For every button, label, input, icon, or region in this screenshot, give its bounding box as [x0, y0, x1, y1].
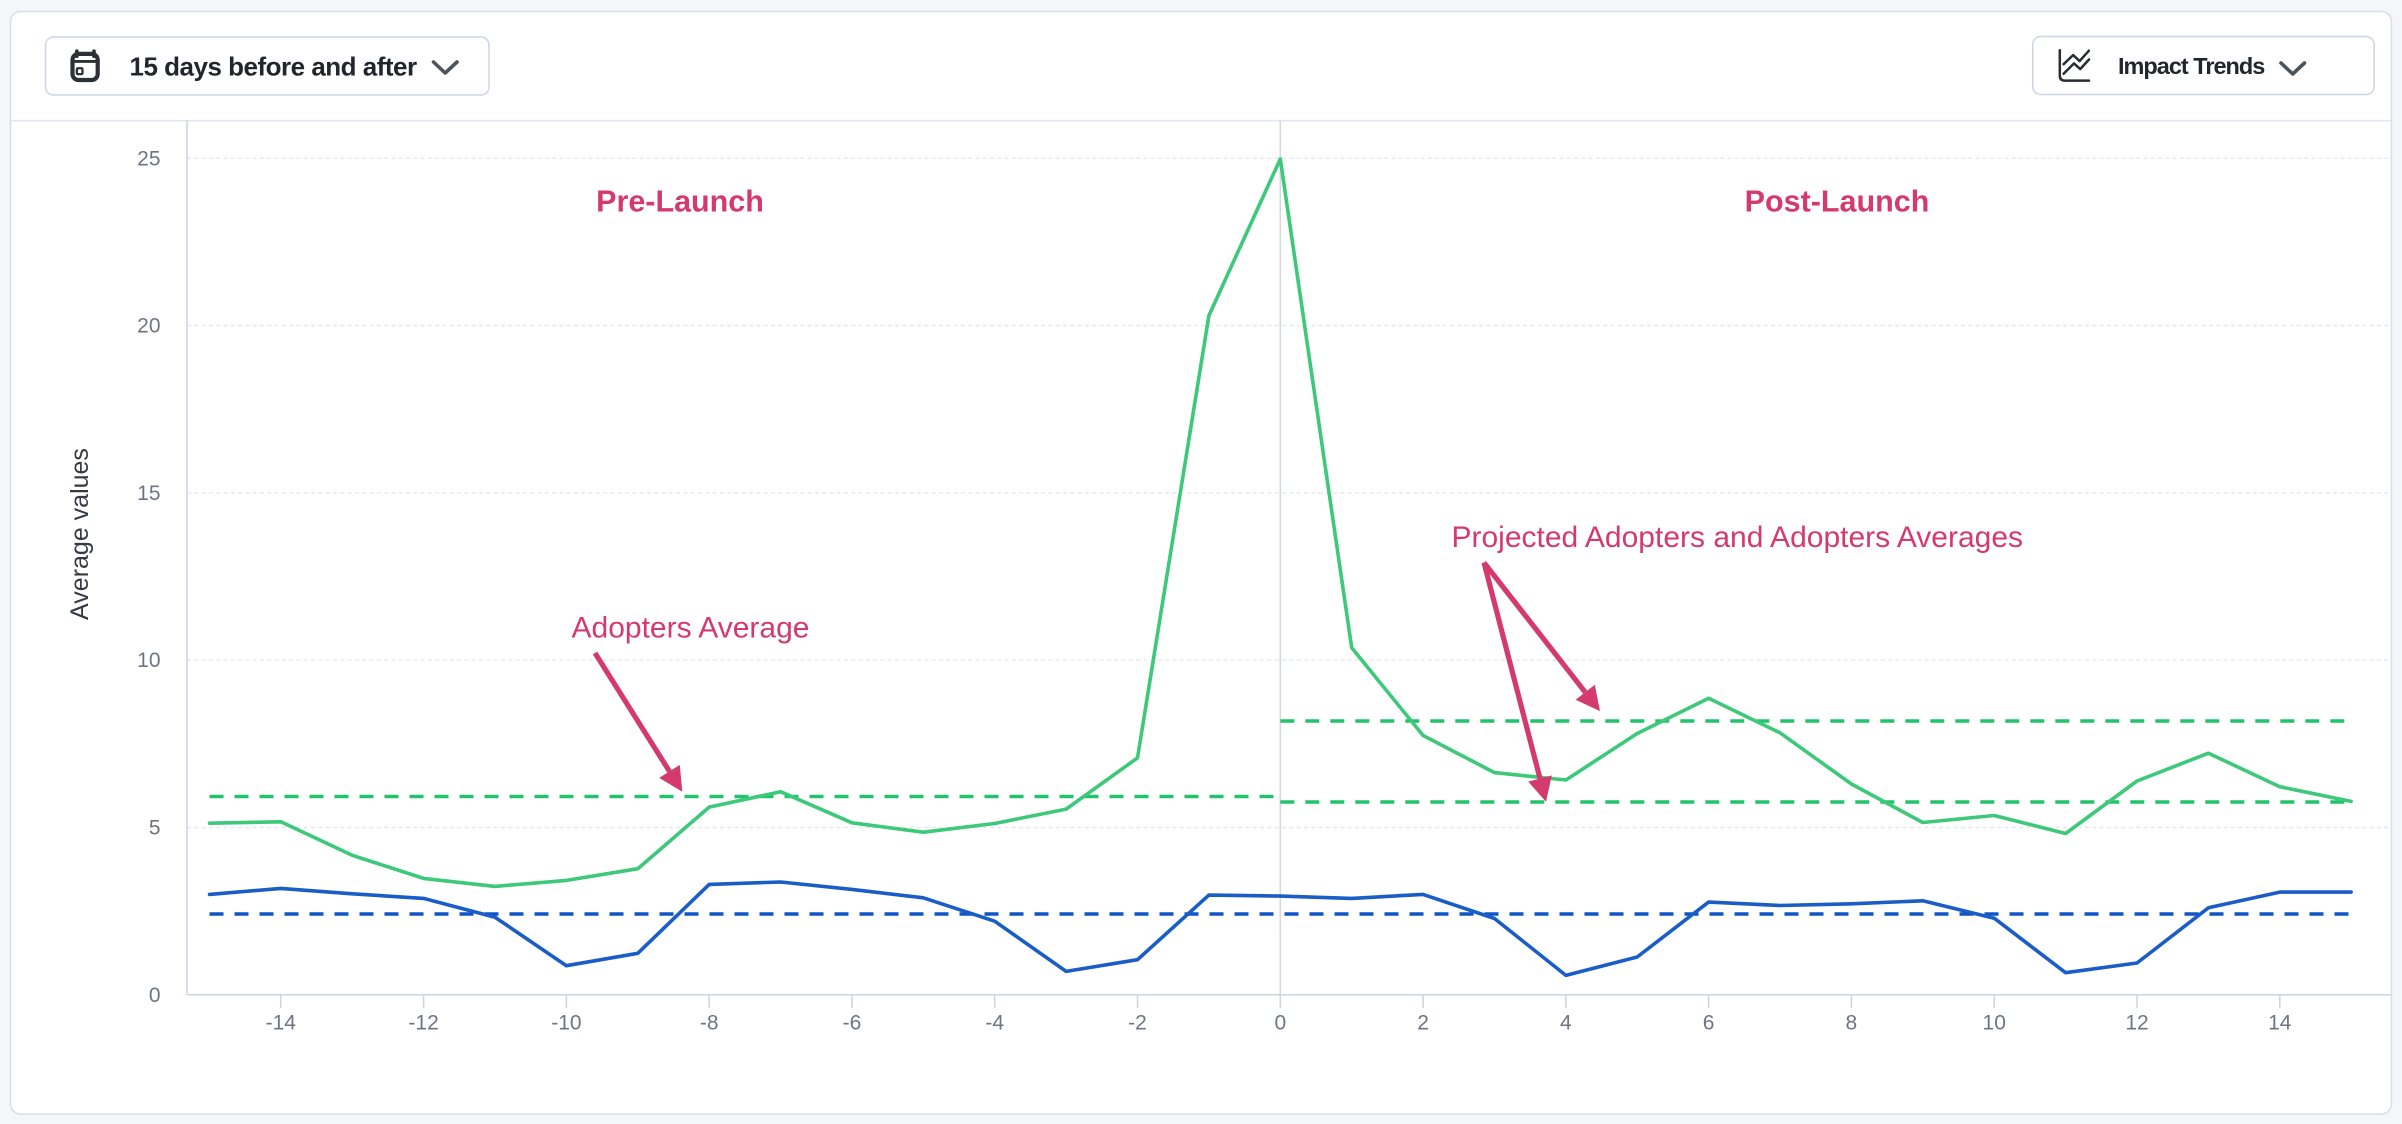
- svg-text:4: 4: [1560, 1012, 1572, 1035]
- svg-text:-10: -10: [551, 1012, 581, 1035]
- svg-text:5: 5: [149, 817, 161, 840]
- svg-text:-4: -4: [985, 1012, 1004, 1035]
- svg-text:10: 10: [1983, 1012, 2006, 1035]
- svg-text:2: 2: [1417, 1012, 1429, 1035]
- svg-text:Post-Launch: Post-Launch: [1745, 185, 1930, 219]
- svg-text:8: 8: [1846, 1012, 1858, 1035]
- svg-text:Average values: Average values: [66, 448, 94, 620]
- svg-text:Projected Adopters and Adopter: Projected Adopters and Adopters Averages: [1452, 521, 2024, 554]
- svg-text:0: 0: [1274, 1012, 1286, 1035]
- svg-text:15: 15: [137, 482, 160, 505]
- svg-text:0: 0: [149, 984, 161, 1007]
- svg-text:Adopters Average: Adopters Average: [572, 612, 810, 645]
- svg-text:6: 6: [1703, 1012, 1715, 1035]
- svg-text:-2: -2: [1128, 1012, 1147, 1035]
- svg-text:12: 12: [2125, 1012, 2148, 1035]
- svg-text:20: 20: [137, 315, 160, 338]
- svg-text:-6: -6: [843, 1012, 862, 1035]
- svg-text:Pre-Launch: Pre-Launch: [596, 185, 764, 219]
- svg-text:10: 10: [137, 649, 160, 672]
- svg-text:-14: -14: [266, 1012, 297, 1035]
- svg-text:Impact Trends: Impact Trends: [2118, 53, 2265, 79]
- svg-text:14: 14: [2268, 1012, 2292, 1035]
- svg-text:15 days before and after: 15 days before and after: [130, 52, 417, 82]
- svg-text:-8: -8: [700, 1012, 719, 1035]
- svg-text:25: 25: [137, 147, 160, 170]
- svg-text:-12: -12: [408, 1012, 438, 1035]
